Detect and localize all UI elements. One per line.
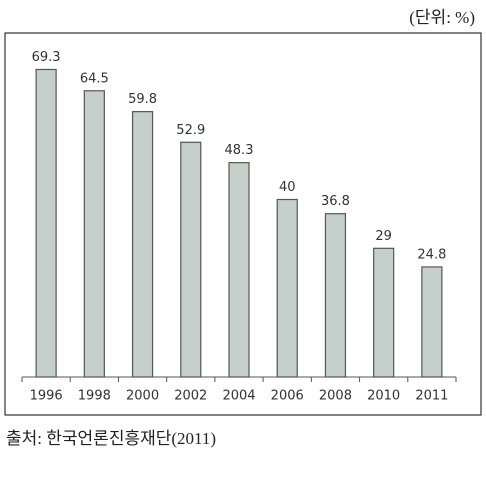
data-label: 69.3 bbox=[32, 50, 61, 65]
bar bbox=[83, 90, 105, 378]
x-tick-label: 2002 bbox=[174, 389, 207, 404]
bar bbox=[35, 68, 57, 378]
x-tick-label: 1996 bbox=[30, 389, 63, 404]
x-tick-label: 2011 bbox=[415, 389, 448, 404]
data-label: 24.8 bbox=[417, 247, 446, 262]
data-label: 59.8 bbox=[128, 92, 157, 107]
unit-label: (단위: %) bbox=[409, 8, 475, 27]
chart-frame bbox=[4, 32, 482, 416]
bar bbox=[324, 213, 347, 378]
x-tick-label: 2006 bbox=[271, 389, 304, 404]
x-tick-label: 2004 bbox=[222, 389, 255, 404]
data-label: 64.5 bbox=[80, 71, 109, 86]
bar bbox=[180, 141, 202, 378]
bar bbox=[131, 111, 154, 378]
data-label: 40 bbox=[279, 180, 296, 195]
x-tick-label: 2010 bbox=[367, 389, 400, 404]
data-label: 36.8 bbox=[321, 194, 350, 209]
source-note: 출처: 한국언론진흥재단(2011) bbox=[6, 429, 216, 448]
bar bbox=[228, 162, 250, 378]
data-label: 29 bbox=[375, 229, 392, 244]
bar bbox=[276, 198, 298, 378]
x-tick-label: 2008 bbox=[319, 389, 352, 404]
bar bbox=[421, 266, 443, 378]
x-tick-label: 1998 bbox=[78, 389, 111, 404]
x-tick-label: 2000 bbox=[126, 389, 159, 404]
bar bbox=[373, 247, 395, 378]
data-label: 52.9 bbox=[176, 123, 205, 138]
data-label: 48.3 bbox=[225, 143, 254, 158]
